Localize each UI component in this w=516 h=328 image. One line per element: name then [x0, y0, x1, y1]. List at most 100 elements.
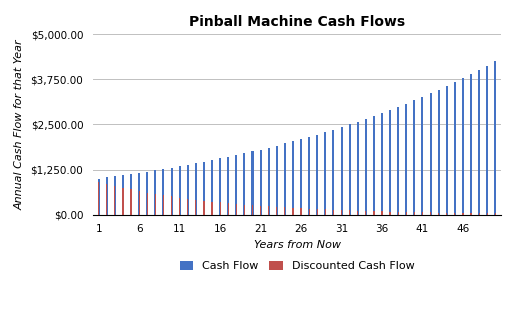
Bar: [398, 212, 399, 215]
Bar: [179, 198, 180, 215]
Bar: [365, 211, 366, 215]
Bar: [260, 150, 262, 215]
Bar: [365, 119, 367, 215]
Bar: [163, 195, 164, 215]
Legend: Cash Flow, Discounted Cash Flow: Cash Flow, Discounted Cash Flow: [175, 256, 419, 276]
Bar: [219, 158, 221, 215]
Bar: [187, 199, 188, 215]
Bar: [228, 203, 229, 215]
Bar: [333, 210, 334, 215]
Bar: [276, 146, 278, 215]
Bar: [244, 205, 245, 215]
Bar: [349, 125, 351, 215]
Bar: [406, 212, 407, 215]
Bar: [462, 213, 463, 215]
X-axis label: Years from Now: Years from Now: [253, 240, 341, 250]
Bar: [422, 212, 423, 215]
Bar: [413, 100, 415, 215]
Bar: [332, 130, 334, 215]
Bar: [292, 141, 294, 215]
Bar: [341, 210, 342, 215]
Bar: [98, 178, 100, 215]
Bar: [381, 113, 383, 215]
Bar: [244, 153, 246, 215]
Bar: [236, 204, 237, 215]
Bar: [373, 211, 375, 215]
Bar: [422, 97, 424, 215]
Bar: [325, 132, 326, 215]
Bar: [478, 70, 480, 215]
Bar: [341, 127, 343, 215]
Bar: [390, 212, 391, 215]
Bar: [470, 74, 472, 215]
Bar: [235, 155, 237, 215]
Bar: [163, 169, 165, 215]
Bar: [414, 212, 415, 215]
Bar: [446, 213, 447, 215]
Bar: [373, 116, 375, 215]
Bar: [122, 188, 124, 215]
Bar: [300, 208, 302, 215]
Bar: [486, 66, 488, 215]
Bar: [300, 139, 302, 215]
Bar: [381, 211, 383, 215]
Bar: [171, 196, 172, 215]
Bar: [276, 207, 278, 215]
Bar: [219, 202, 221, 215]
Bar: [438, 90, 440, 215]
Bar: [170, 168, 172, 215]
Bar: [325, 210, 326, 215]
Bar: [284, 143, 286, 215]
Bar: [357, 211, 358, 215]
Bar: [179, 166, 181, 215]
Bar: [357, 122, 359, 215]
Bar: [293, 208, 294, 215]
Bar: [317, 209, 318, 215]
Bar: [187, 165, 189, 215]
Bar: [106, 184, 107, 215]
Bar: [487, 213, 488, 215]
Bar: [211, 160, 213, 215]
Bar: [139, 191, 140, 215]
Bar: [429, 93, 431, 215]
Bar: [122, 175, 124, 215]
Bar: [495, 213, 496, 215]
Bar: [316, 134, 318, 215]
Bar: [284, 207, 285, 215]
Bar: [114, 186, 116, 215]
Bar: [147, 193, 148, 215]
Bar: [349, 210, 350, 215]
Bar: [405, 104, 407, 215]
Bar: [478, 213, 480, 215]
Bar: [131, 190, 132, 215]
Bar: [252, 205, 253, 215]
Bar: [308, 137, 310, 215]
Bar: [446, 86, 448, 215]
Bar: [154, 170, 156, 215]
Bar: [430, 213, 431, 215]
Bar: [397, 107, 399, 215]
Bar: [106, 177, 108, 215]
Bar: [227, 157, 229, 215]
Bar: [195, 200, 197, 215]
Bar: [454, 213, 456, 215]
Bar: [203, 162, 205, 215]
Bar: [471, 213, 472, 215]
Y-axis label: Annual Cash Flow for that Year: Annual Cash Flow for that Year: [15, 39, 25, 210]
Bar: [114, 176, 116, 215]
Bar: [203, 201, 204, 215]
Bar: [268, 148, 270, 215]
Bar: [138, 173, 140, 215]
Bar: [130, 174, 132, 215]
Bar: [389, 110, 391, 215]
Bar: [462, 78, 464, 215]
Bar: [155, 194, 156, 215]
Bar: [454, 82, 456, 215]
Title: Pinball Machine Cash Flows: Pinball Machine Cash Flows: [189, 15, 405, 29]
Bar: [146, 172, 148, 215]
Bar: [212, 202, 213, 215]
Bar: [260, 206, 261, 215]
Bar: [268, 206, 269, 215]
Bar: [98, 182, 99, 215]
Bar: [251, 152, 253, 215]
